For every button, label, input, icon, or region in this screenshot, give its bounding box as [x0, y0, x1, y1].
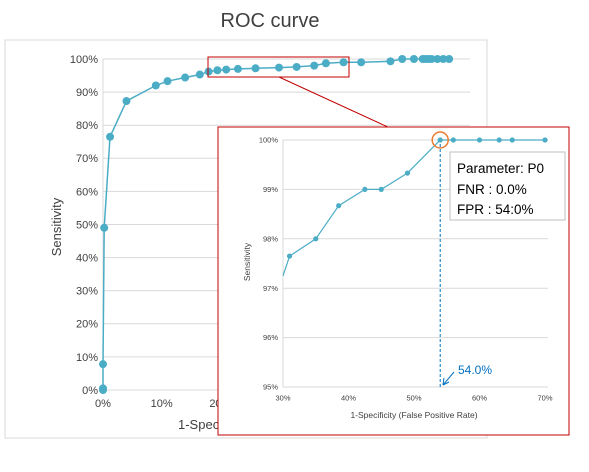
main-data-point — [275, 63, 283, 72]
main-data-point — [310, 61, 319, 70]
inset-x-axis-label: 1-Specificity (False Positive Rate) — [350, 410, 477, 420]
main-y-tick-label: 50% — [76, 219, 98, 231]
zoom-connector-line — [278, 76, 391, 129]
annotation-fnr: FNR : 0.0% — [457, 182, 527, 197]
main-data-point — [222, 65, 231, 74]
inset-series — [282, 137, 548, 276]
zoom-highlight-box — [207, 56, 350, 78]
main-data-point — [357, 58, 366, 67]
main-x-tick-label: 0% — [95, 398, 111, 410]
main-y-tick-label: 30% — [76, 286, 98, 298]
main-data-point — [100, 223, 109, 232]
inset-data-point — [313, 236, 319, 242]
main-y-tick-label: 10% — [76, 352, 98, 364]
main-x-tick-label: 10% — [151, 398, 173, 410]
inset-data-point — [378, 186, 384, 192]
annotation-parameter: Parameter: P0 — [457, 161, 544, 176]
main-y-tick-label: 0% — [82, 385, 98, 397]
main-y-tick-label: 80% — [76, 120, 98, 132]
main-data-point — [339, 58, 348, 67]
inset-data-point — [476, 137, 483, 143]
inset-y-tick-label: 96% — [263, 333, 278, 342]
inset-data-point — [509, 137, 515, 143]
main-data-point — [106, 132, 115, 141]
main-y-tick-label: 60% — [76, 186, 98, 198]
inset-y-tick-label: 100% — [259, 136, 279, 145]
main-data-point — [99, 384, 107, 393]
inset-y-tick-label: 99% — [263, 185, 278, 194]
inset-data-point — [336, 203, 342, 209]
inset-data-point — [286, 253, 293, 259]
chart-title: ROC curve — [221, 10, 320, 32]
inset-y-tick-label: 97% — [263, 284, 278, 293]
inset-x-tick-label: 30% — [275, 394, 290, 403]
main-data-point — [409, 55, 418, 63]
inset-data-point — [437, 137, 443, 143]
main-data-point — [433, 55, 442, 63]
inset-data-point — [362, 186, 368, 192]
guide-arrow-line — [442, 371, 455, 386]
main-data-point — [163, 77, 172, 86]
main-data-point — [213, 66, 222, 75]
annotation-fpr: FPR : 54:0% — [457, 202, 534, 217]
inset-tick-labels: 95% 96% 97% 98% 99% 100% 30% 40% 50% 60% 70% — [259, 136, 553, 403]
inset-data-point — [450, 137, 456, 143]
main-data-point — [292, 62, 301, 71]
main-data-point — [439, 55, 448, 63]
inset-y-tick-label: 95% — [263, 383, 278, 392]
inset-y-tick-label: 98% — [263, 234, 278, 243]
main-data-point — [151, 81, 160, 90]
main-y-axis-label: Sensitivity — [49, 197, 64, 256]
inset-x-tick-label: 70% — [537, 394, 552, 403]
main-data-point — [445, 55, 454, 63]
inset-data-point — [496, 137, 502, 143]
guide-label: 54.0% — [458, 363, 492, 377]
main-data-point — [122, 97, 131, 106]
inset-y-axis-label: Sensitivity — [242, 242, 252, 281]
main-y-tick-label: 90% — [76, 87, 98, 99]
guide-arrow-head — [442, 377, 450, 386]
inset-data-point — [404, 170, 411, 176]
main-data-point — [195, 70, 204, 79]
main-data-point — [386, 57, 395, 66]
inset-x-tick-label: 40% — [341, 394, 356, 403]
highlight-ring — [431, 131, 449, 149]
main-data-point — [427, 55, 436, 63]
main-data-point — [233, 64, 242, 73]
main-data-point — [321, 59, 330, 68]
main-y-tick-label: 20% — [76, 319, 98, 331]
inset-x-tick-label: 50% — [406, 394, 421, 403]
main-y-tick-label: 40% — [76, 252, 98, 264]
inset-data-point — [542, 137, 548, 143]
main-data-point — [204, 67, 213, 76]
main-data-point — [99, 360, 107, 369]
main-data-point — [398, 55, 407, 63]
main-y-tick-label: 70% — [76, 153, 98, 165]
main-tick-labels: 0%10%20%30%40%50%60%70%80%90%100%0%10%20… — [70, 54, 290, 410]
main-series — [99, 55, 454, 394]
inset-x-tick-label: 60% — [472, 394, 487, 403]
main-data-point — [181, 73, 190, 82]
main-y-tick-label: 100% — [70, 54, 98, 66]
annotation-box — [449, 151, 566, 221]
main-data-point — [251, 64, 260, 73]
